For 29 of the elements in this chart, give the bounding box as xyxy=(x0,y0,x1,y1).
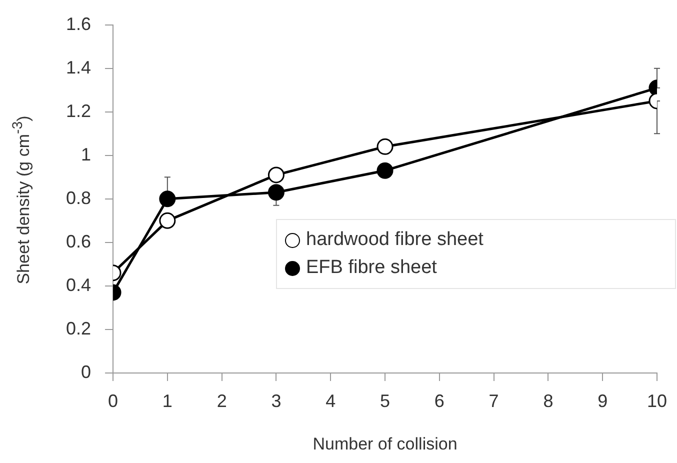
x-tick-label: 10 xyxy=(646,390,668,411)
point xyxy=(159,212,176,229)
point xyxy=(376,138,394,155)
point xyxy=(268,184,284,201)
x-axis-title: Number of collision xyxy=(312,434,458,454)
point xyxy=(376,162,394,179)
x-tick-label: 2 xyxy=(216,390,227,411)
legend-label: EFB fibre sheet xyxy=(306,257,437,279)
legend-label: hardwood fibre sheet xyxy=(306,229,484,251)
y-tick-label: 0.8 xyxy=(66,188,92,208)
x-tick-label: 8 xyxy=(543,390,554,411)
x-tick-label: 4 xyxy=(326,390,336,411)
y-tick-label: 0.4 xyxy=(66,274,92,295)
point xyxy=(268,166,284,184)
x-tick-label: 7 xyxy=(488,390,499,411)
x-tick-label: 3 xyxy=(271,390,282,411)
x-tick-label: 5 xyxy=(380,390,390,411)
point xyxy=(159,190,176,208)
y-tick-label: 0 xyxy=(81,362,92,382)
y-tick-label: 0.2 xyxy=(66,318,92,338)
x-tick-label: 9 xyxy=(598,390,608,411)
x-tick-label: 1 xyxy=(162,390,172,411)
y-tick-label: 1.2 xyxy=(66,100,92,121)
y-tick-label: 1 xyxy=(81,144,92,164)
y-tick-label: 0.6 xyxy=(66,231,92,252)
y-tick-label: 1.6 xyxy=(66,14,92,34)
y-tick-label: 1.4 xyxy=(66,57,92,78)
x-tick-label: 0 xyxy=(108,390,118,411)
x-tick-label: 6 xyxy=(434,390,444,411)
